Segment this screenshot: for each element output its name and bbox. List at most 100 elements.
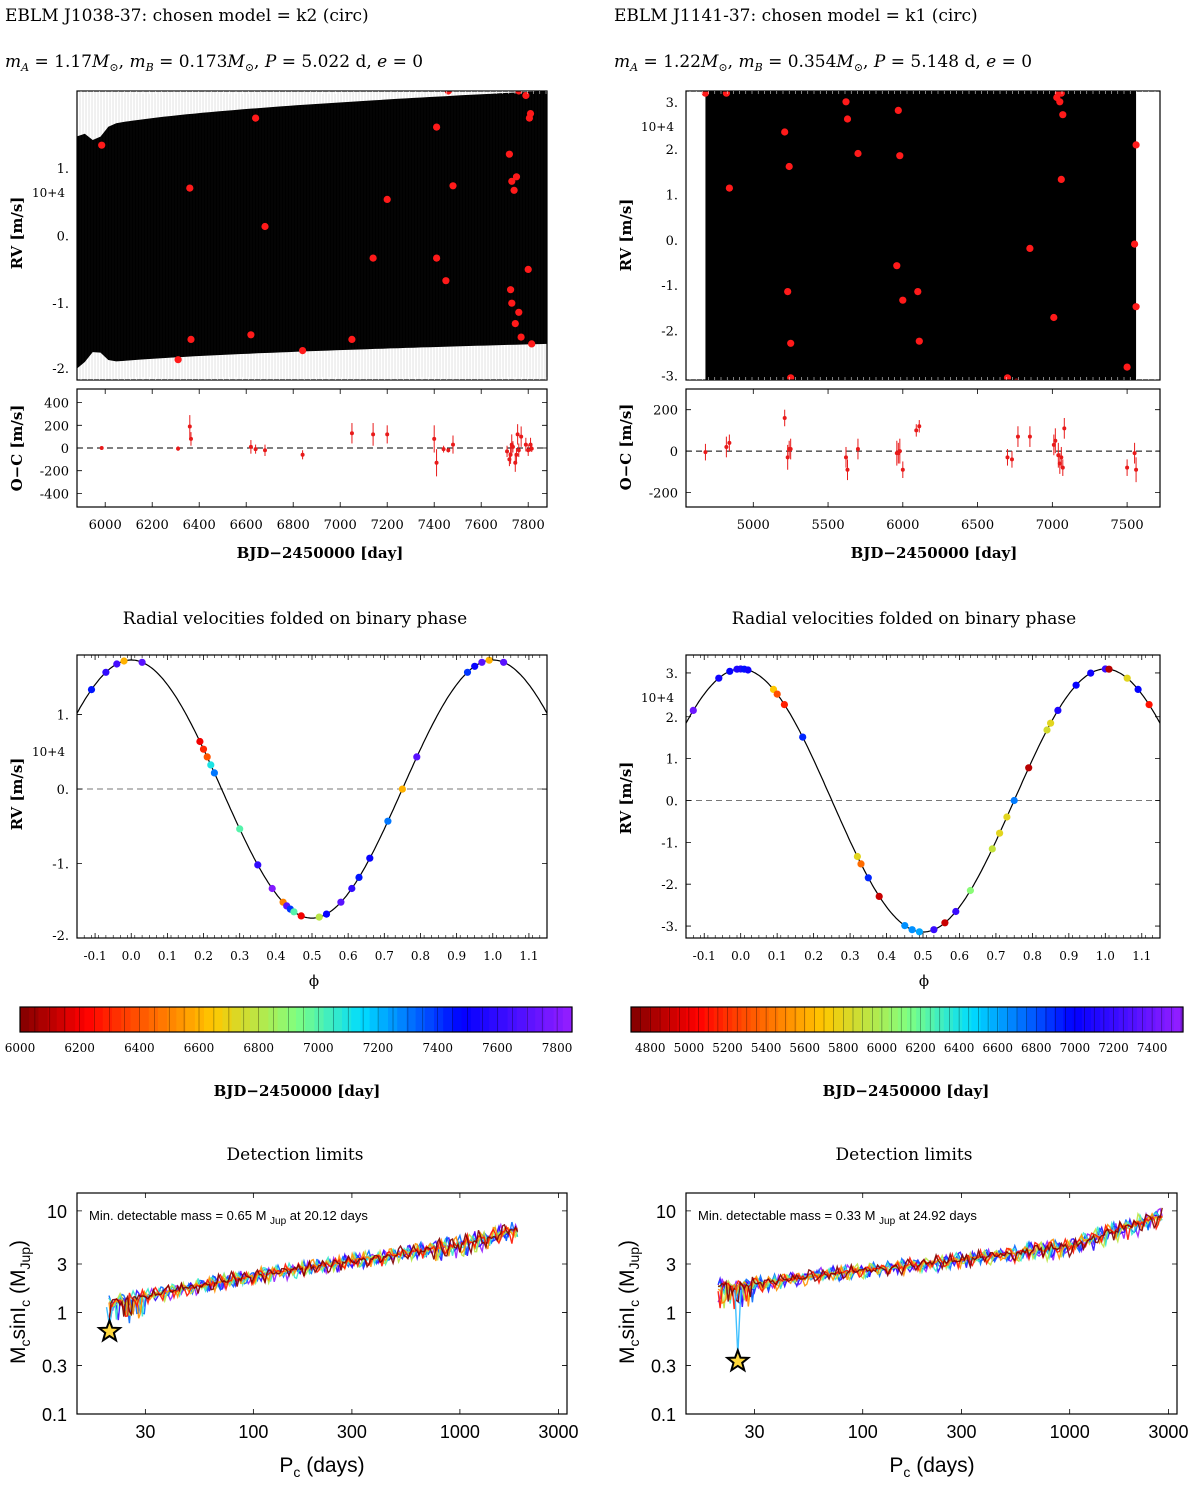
right-rv-point <box>1050 313 1058 322</box>
right-phase-xtick-label: 1.1 <box>1132 949 1151 963</box>
left-phase-point <box>355 873 363 882</box>
left-colorbar-segment <box>562 1007 573 1032</box>
left-phase-exponent: 10+4 <box>32 745 65 759</box>
right-oc-xtick-label: 5000 <box>737 518 770 533</box>
right-colorbar-segment <box>695 1007 706 1032</box>
right-phase-point <box>857 860 865 868</box>
left-rv-minor-ticks <box>80 91 547 380</box>
right-colorbar-segment <box>1054 1007 1064 1032</box>
right-phase-ytick-label: -1. <box>661 836 678 851</box>
left-colorbar-segment <box>406 1007 417 1032</box>
right-detection-ylabel: McsinIc (MJup) <box>616 1240 642 1364</box>
right-colorbar-segment <box>631 1007 641 1032</box>
left-phase-xtick-label: 0.7 <box>375 949 394 963</box>
right-colorbar-tick-label: 6800 <box>1021 1041 1052 1055</box>
left-oc-point <box>441 447 446 452</box>
left-colorbar-segment <box>461 1007 472 1032</box>
left-phase-xtick-label: 1.0 <box>483 949 502 963</box>
left-oc-point <box>263 448 267 453</box>
right-phase-title: Radial velocities folded on binary phase <box>732 609 1076 629</box>
left-oc-point <box>515 432 520 437</box>
left-annot-period: 20.12 <box>304 1208 337 1223</box>
right-colorbar-segment <box>769 1007 779 1032</box>
right-oc-point <box>855 447 860 452</box>
right-oc-xtick-label: 5500 <box>812 518 845 533</box>
right-oc-point <box>703 450 708 455</box>
left-oc-point <box>446 448 451 453</box>
right-detection-xtick-label: 100 <box>848 1422 878 1442</box>
left-colorbar-segment <box>480 1007 490 1032</box>
left-detection-star-marker <box>96 1317 123 1343</box>
right-rv-point <box>784 288 792 296</box>
right-phase-ytick-label: 3. <box>666 667 678 682</box>
right-colorbar-segment <box>1164 1007 1175 1032</box>
left-colorbar-segment <box>66 1007 76 1032</box>
left-colorbar-segment <box>268 1007 279 1032</box>
left-detection-curve <box>108 1226 518 1319</box>
left-colorbar-segment <box>259 1007 269 1032</box>
right-oc-point <box>900 467 905 472</box>
left-colorbar-segment <box>20 1007 30 1032</box>
left-param-P: 5.022 d <box>301 52 366 72</box>
right-detection-ytick-label: 10 <box>656 1202 676 1222</box>
left-colorbar-segment <box>498 1007 509 1032</box>
right-colorbar-segment <box>713 1007 724 1032</box>
right-detection-xtick-label: 30 <box>744 1422 764 1442</box>
right-colorbar-segment <box>1035 1007 1046 1032</box>
right-phase-exponent: 10+4 <box>641 691 674 705</box>
left-colorbar-segment <box>434 1007 444 1032</box>
left-oc-point <box>300 452 305 457</box>
right-param-mA: 1.22 <box>663 52 701 72</box>
left-oc-point <box>349 431 354 436</box>
left-colorbar-tick-label: 7000 <box>303 1041 334 1055</box>
right-phase-plot: 3. 2. 1. 0. -1. -2. -3. -0.1 0.0 0.1 0.2 0.3 0.4 0.5 0… <box>617 654 1161 990</box>
right-colorbar-segment <box>741 1007 752 1032</box>
right-colorbar-tick-label: 5600 <box>789 1041 820 1055</box>
left-phase-title: Radial velocities folded on binary phase <box>123 609 467 629</box>
right-colorbar-segment <box>723 1007 733 1032</box>
right-oc-point <box>1132 451 1137 456</box>
right-phase-point <box>1145 701 1153 709</box>
left-colorbar-segment <box>250 1007 260 1032</box>
left-colorbar-segment <box>489 1007 499 1032</box>
right-detection-ytick-label: 3 <box>666 1255 676 1275</box>
left-colorbar-segment <box>424 1007 435 1032</box>
left-oc-ytick-label: 0 <box>61 442 69 457</box>
right-header-title: EBLM J1141-37: chosen model = k1 (circ) <box>614 6 978 26</box>
right-colorbar-segment <box>1091 1007 1101 1032</box>
right-colorbar-segment <box>1017 1007 1028 1032</box>
left-oc-point <box>451 442 455 447</box>
right-oc-point <box>845 467 850 472</box>
right-oc-point <box>1125 465 1130 470</box>
left-phase-point <box>120 657 128 665</box>
right-colorbar-label: BJD−2450000 [day] <box>823 1082 990 1100</box>
right-oc-xlabel: BJD−2450000 [day] <box>851 544 1018 562</box>
right-oc-xtick-label: 6000 <box>886 518 919 533</box>
left-rv-point <box>261 222 269 231</box>
right-phase-xtick-label: 1.0 <box>1096 949 1115 963</box>
left-phase-xtick-label: 0.0 <box>122 949 141 963</box>
right-phase-xtick-label: 0.2 <box>804 949 823 963</box>
left-annot-value: 0.65 <box>227 1208 252 1223</box>
left-detection-curve <box>108 1223 519 1321</box>
left-rv-ytick-label: -2. <box>52 362 69 377</box>
right-detection-curve <box>717 1211 1163 1309</box>
right-phase-xtick-label: 0.1 <box>768 949 787 963</box>
left-oc-xtick-label: 6600 <box>230 518 263 533</box>
left-colorbar-segment <box>222 1007 233 1032</box>
right-rv-point <box>1057 175 1065 183</box>
left-detection-ytick-label: 0.1 <box>42 1405 67 1425</box>
right-param-mB: 0.354 <box>788 52 837 72</box>
left-rv-point <box>433 254 441 262</box>
left-colorbar-segment <box>56 1007 67 1032</box>
left-colorbar-segment <box>553 1007 564 1032</box>
right-colorbar-segment <box>870 1007 880 1032</box>
left-colorbar-segment <box>397 1007 407 1032</box>
left-phase-ytick-label: 0. <box>57 783 69 798</box>
left-rv-point <box>508 177 516 185</box>
left-param-mA: 1.17 <box>54 52 92 72</box>
left-rv-point <box>98 141 106 149</box>
right-phase-point <box>744 666 752 674</box>
right-colorbar-frame <box>630 1006 1184 1033</box>
